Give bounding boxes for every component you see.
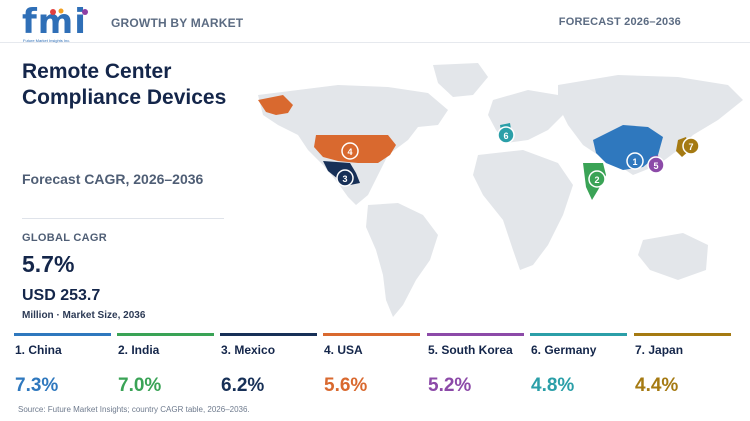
marker-mexico-label: 3 (342, 174, 347, 184)
marker-india[interactable]: 2 (588, 170, 606, 188)
country-bar (530, 333, 627, 336)
country-cagr: 5.2% (428, 375, 472, 396)
market-size-note: Million · Market Size, 2036 (22, 310, 146, 321)
marker-south-korea[interactable]: 5 (647, 156, 665, 174)
country-name: 3. Mexico (221, 343, 276, 357)
world-map: 1 2 3 4 5 6 7 (258, 63, 743, 317)
country-name: 2. India (118, 343, 160, 357)
header-forecast-label: FORECAST 2026–2036 (558, 16, 681, 28)
africa-landmass (473, 150, 573, 270)
country-bar (323, 333, 420, 336)
global-cagr-value: 5.7% (22, 251, 75, 277)
australia-landmass (638, 233, 708, 280)
country-name: 6. Germany (531, 343, 597, 357)
marker-south-korea-label: 5 (653, 161, 658, 171)
marker-japan[interactable]: 7 (682, 137, 700, 155)
country-card-india[interactable]: 2. India 7.0% (117, 333, 214, 403)
country-card-mexico[interactable]: 3. Mexico 6.2% (220, 333, 317, 403)
marker-usa-label: 4 (347, 147, 352, 157)
source-note: Source: Future Market Insights; country … (18, 405, 250, 414)
greenland-landmass (433, 63, 488, 97)
marker-germany-label: 6 (503, 131, 508, 141)
usa-alaska-shape (258, 95, 293, 115)
country-cagr: 4.8% (531, 375, 575, 396)
country-card-germany[interactable]: 6. Germany 4.8% (530, 333, 627, 403)
country-card-japan[interactable]: 7. Japan 4.4% (634, 333, 731, 403)
country-name: 4. USA (324, 343, 363, 357)
country-name: 5. South Korea (428, 343, 513, 357)
fmi-logo[interactable]: fmi Future Market Insights Inc. (22, 5, 92, 43)
header-growth-label: GROWTH BY MARKET (111, 16, 244, 30)
marker-china-label: 1 (632, 157, 637, 167)
country-cagr: 7.3% (15, 375, 59, 396)
country-bar (220, 333, 317, 336)
marker-india-label: 2 (594, 175, 599, 185)
country-bar (427, 333, 524, 336)
country-card-china[interactable]: 1. China 7.3% (14, 333, 111, 403)
country-bar (14, 333, 111, 336)
country-name: 1. China (15, 343, 62, 357)
country-card-usa[interactable]: 4. USA 5.6% (323, 333, 420, 403)
country-cagr: 5.6% (324, 375, 368, 396)
country-cagr: 6.2% (221, 375, 265, 396)
logo-subtitle: Future Market Insights Inc. (23, 38, 71, 43)
page-title: Remote Center Compliance Devices (22, 60, 227, 109)
marker-mexico[interactable]: 3 (336, 169, 354, 187)
country-name: 7. Japan (635, 343, 684, 357)
forecast-cagr-label: Forecast CAGR, 2026–2036 (22, 171, 204, 187)
market-size-value: USD 253.7 (22, 287, 101, 304)
country-bar (634, 333, 731, 336)
marker-china[interactable]: 1 (626, 152, 644, 170)
country-cagr-list: 1. China 7.3% 2. India 7.0% 3. Mexico 6.… (0, 333, 750, 403)
marker-usa[interactable]: 4 (341, 142, 359, 160)
country-cagr: 7.0% (118, 375, 162, 396)
country-card-south-korea[interactable]: 5. South Korea 5.2% (427, 333, 524, 403)
divider (22, 218, 224, 219)
south-america-landmass (366, 203, 438, 317)
country-cagr: 4.4% (635, 375, 679, 396)
header-bar: fmi Future Market Insights Inc. GROWTH B… (0, 0, 750, 43)
logo-dots-icon (50, 8, 88, 15)
china-shape (593, 125, 663, 170)
country-bar (117, 333, 214, 336)
marker-japan-label: 7 (688, 142, 693, 152)
marker-germany[interactable]: 6 (497, 126, 515, 144)
global-cagr-label: GLOBAL CAGR (22, 232, 107, 244)
